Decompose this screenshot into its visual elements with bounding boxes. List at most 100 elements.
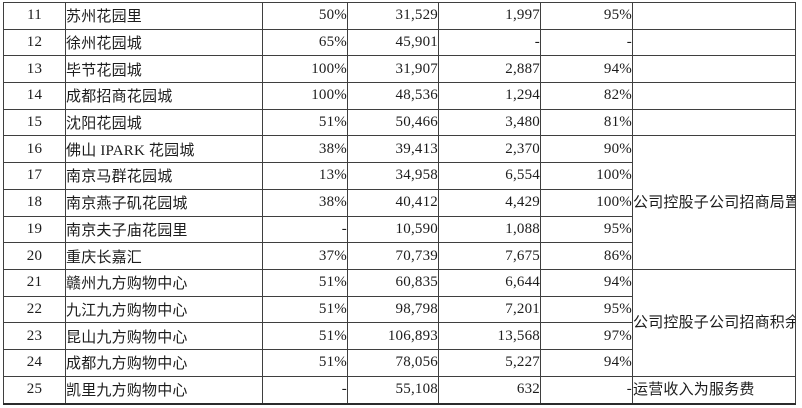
- properties-table: 11 苏州花园里 50% 31,529 1,997 95% 12 徐州花园城 6…: [3, 2, 796, 405]
- row-number: 22: [3, 295, 66, 324]
- property-name: 徐州花园城: [65, 28, 263, 57]
- property-name: 南京燕子矶花园城: [65, 188, 263, 217]
- property-name: 苏州花园里: [65, 2, 263, 30]
- table-row: 15 沈阳花园城 51% 50,466 3,480 81%: [3, 108, 796, 137]
- percent-col-2: 95%: [540, 215, 633, 244]
- value-col-1: 78,056: [347, 348, 439, 377]
- remark-cell-row-25: 运营收入为服务费: [632, 375, 796, 405]
- remark-cell-empty: [632, 28, 796, 57]
- row-number: 24: [3, 348, 66, 377]
- value-col-1: 40,412: [347, 188, 439, 217]
- value-col-2: 1,294: [438, 82, 541, 110]
- value-col-2: 6,554: [438, 162, 541, 190]
- value-col-1: 70,739: [347, 242, 439, 270]
- stake-percent: 38%: [262, 135, 348, 164]
- row-number: 16: [3, 135, 66, 164]
- percent-col-2: 90%: [540, 135, 633, 164]
- table-row: 19 南京夫子庙花园里 - 10,590 1,088 95%: [3, 215, 796, 244]
- stake-percent: 50%: [262, 2, 348, 30]
- stake-percent: 51%: [262, 295, 348, 324]
- remark-cell-group-1: 公司控股子公司招商局置地持有: [632, 135, 796, 270]
- row-number: 19: [3, 215, 66, 244]
- percent-col-2: 100%: [540, 188, 633, 217]
- row-number: 12: [3, 28, 66, 57]
- value-col-1: 31,907: [347, 55, 439, 84]
- value-col-2: 7,675: [438, 242, 541, 270]
- table-row: 24 成都九方购物中心 51% 78,056 5,227 94%: [3, 348, 796, 377]
- percent-col-2: 100%: [540, 162, 633, 190]
- value-col-1: 98,798: [347, 295, 439, 324]
- row-number: 14: [3, 82, 66, 110]
- stake-percent: 38%: [262, 188, 348, 217]
- stake-percent: 51%: [262, 322, 348, 350]
- property-name: 昆山九方购物中心: [65, 322, 263, 350]
- stake-percent: -: [262, 215, 348, 244]
- row-number: 20: [3, 242, 66, 270]
- property-name: 南京马群花园城: [65, 162, 263, 190]
- stake-percent: 37%: [262, 242, 348, 270]
- row-number: 21: [3, 268, 66, 297]
- value-col-2: 4,429: [438, 188, 541, 217]
- table-row: 21 赣州九方购物中心 51% 60,835 6,644 94% 公司控股子公司…: [3, 268, 796, 377]
- percent-col-2: 81%: [540, 108, 633, 137]
- value-col-2: 632: [438, 375, 541, 405]
- percent-col-2: 97%: [540, 322, 633, 350]
- property-name: 成都招商花园城: [65, 82, 263, 110]
- percent-col-2: 94%: [540, 55, 633, 84]
- value-col-2: 1,997: [438, 2, 541, 30]
- value-col-1: 106,893: [347, 322, 439, 350]
- property-name: 九江九方购物中心: [65, 295, 263, 324]
- value-col-1: 39,413: [347, 135, 439, 164]
- table-row: 11 苏州花园里 50% 31,529 1,997 95%: [3, 2, 796, 30]
- table-row: 12 徐州花园城 65% 45,901 - -: [3, 28, 796, 57]
- stake-percent: 100%: [262, 82, 348, 110]
- stake-percent: 51%: [262, 348, 348, 377]
- percent-col-2: 94%: [540, 268, 633, 297]
- value-col-1: 60,835: [347, 268, 439, 297]
- property-name: 佛山 IPARK 花园城: [65, 135, 263, 164]
- value-col-1: 55,108: [347, 375, 439, 405]
- stake-percent: 51%: [262, 108, 348, 137]
- value-col-1: 48,536: [347, 82, 439, 110]
- percent-col-2: 95%: [540, 2, 633, 30]
- value-col-2: 1,088: [438, 215, 541, 244]
- property-name: 南京夫子庙花园里: [65, 215, 263, 244]
- remark-cell-empty: [632, 82, 796, 110]
- row-number: 11: [3, 2, 66, 30]
- percent-col-2: -: [540, 375, 633, 405]
- property-name: 赣州九方购物中心: [65, 268, 263, 297]
- row-number: 17: [3, 162, 66, 190]
- percent-col-2: -: [540, 28, 633, 57]
- percent-col-2: 94%: [540, 348, 633, 377]
- percent-col-2: 82%: [540, 82, 633, 110]
- value-col-2: 3,480: [438, 108, 541, 137]
- value-col-2: -: [438, 28, 541, 57]
- value-col-1: 31,529: [347, 2, 439, 30]
- table-row: 14 成都招商花园城 100% 48,536 1,294 82%: [3, 82, 796, 110]
- value-col-2: 2,370: [438, 135, 541, 164]
- percent-col-2: 86%: [540, 242, 633, 270]
- percent-col-2: 95%: [540, 295, 633, 324]
- table-row: 16 佛山 IPARK 花园城 38% 39,413 2,370 90% 公司控…: [3, 135, 796, 270]
- stake-percent: 13%: [262, 162, 348, 190]
- value-col-2: 13,568: [438, 322, 541, 350]
- row-number: 13: [3, 55, 66, 84]
- remark-cell-empty: [632, 55, 796, 84]
- stake-percent: 65%: [262, 28, 348, 57]
- table-row: 25 凯里九方购物中心 - 55,108 632 - 运营收入为服务费: [3, 375, 796, 405]
- property-name: 成都九方购物中心: [65, 348, 263, 377]
- property-name: 沈阳花园城: [65, 108, 263, 137]
- value-col-2: 6,644: [438, 268, 541, 297]
- value-col-1: 34,958: [347, 162, 439, 190]
- property-name: 毕节花园城: [65, 55, 263, 84]
- row-number: 25: [3, 375, 66, 405]
- value-col-2: 2,887: [438, 55, 541, 84]
- property-name: 凯里九方购物中心: [65, 375, 263, 405]
- remark-cell-empty: [632, 108, 796, 137]
- stake-percent: 100%: [262, 55, 348, 84]
- row-number: 18: [3, 188, 66, 217]
- value-col-1: 45,901: [347, 28, 439, 57]
- remark-cell-empty: [632, 2, 796, 30]
- remark-cell-group-2: 公司控股子公司招商积余持有: [632, 268, 796, 377]
